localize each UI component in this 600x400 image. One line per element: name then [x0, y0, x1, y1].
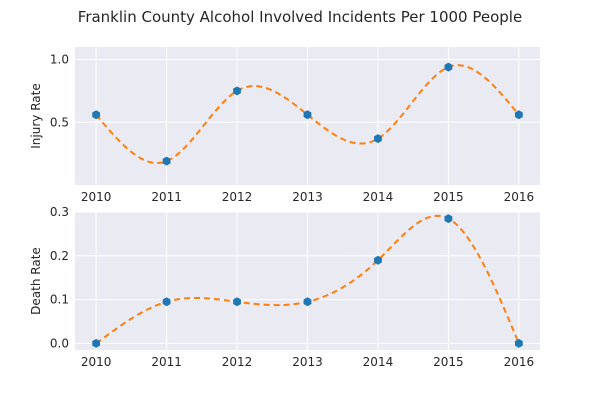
- data-point: [374, 255, 382, 265]
- y-tick-label: 0.5: [50, 115, 69, 129]
- x-tick-label: 2012: [222, 190, 253, 204]
- x-tick-label: 2010: [81, 190, 112, 204]
- x-tick-label: 2015: [433, 190, 464, 204]
- x-tick-label: 2014: [363, 355, 394, 369]
- x-tick-label: 2013: [292, 190, 323, 204]
- x-tick-label: 2016: [504, 190, 535, 204]
- chart-panel-2: 2010 2011 2012 2013 2014 2015 2016 0.0 0.1 0.2 0.3…: [29, 205, 540, 369]
- data-point: [92, 338, 101, 348]
- x-tick-label: 2011: [151, 355, 182, 369]
- data-point: [233, 86, 241, 96]
- y-axis-label: Injury Rate: [29, 83, 43, 148]
- y-axis-label: Death Rate: [29, 247, 43, 315]
- data-point: [374, 134, 382, 144]
- data-point: [162, 156, 171, 166]
- x-tick-label: 2010: [81, 355, 112, 369]
- y-tick-label: 1.0: [50, 53, 69, 67]
- y-tick-label: 0.0: [50, 336, 69, 350]
- chart-panels: 2010 2011 2012 2013 2014 2015 2016 0.5 1.0 Injury…: [29, 47, 540, 369]
- data-point: [514, 338, 523, 348]
- chart-panel-1: 2010 2011 2012 2013 2014 2015 2016 0.5 1.0 Injury…: [29, 47, 540, 204]
- data-point: [514, 110, 523, 120]
- x-tick-label: 2011: [151, 190, 182, 204]
- data-point: [444, 214, 453, 224]
- data-point: [162, 297, 171, 307]
- x-tick-label: 2015: [433, 355, 464, 369]
- data-point: [233, 297, 241, 307]
- y-tick-label: 0.3: [50, 205, 69, 219]
- data-point: [303, 110, 312, 120]
- x-tick-label: 2013: [292, 355, 323, 369]
- data-point: [444, 62, 453, 72]
- x-tick-label: 2016: [504, 355, 535, 369]
- x-tick-label: 2014: [363, 190, 394, 204]
- data-point: [303, 297, 312, 307]
- y-tick-label: 0.1: [50, 293, 69, 307]
- y-tick-label: 0.2: [50, 249, 69, 263]
- x-tick-label: 2012: [222, 355, 253, 369]
- data-point: [92, 110, 101, 120]
- chart-title: Franklin County Alcohol Involved Inciden…: [78, 8, 522, 26]
